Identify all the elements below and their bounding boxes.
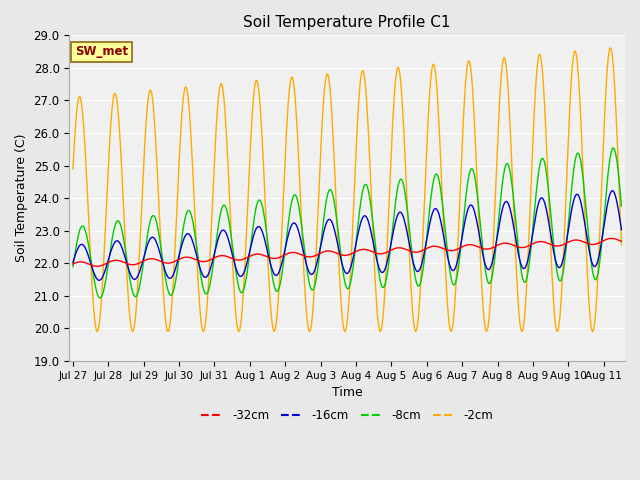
-16cm	[136, 267, 144, 273]
-16cm	[431, 206, 438, 212]
-2cm	[221, 106, 228, 111]
Legend: -32cm, -16cm, -8cm, -2cm: -32cm, -16cm, -8cm, -2cm	[196, 404, 498, 427]
-16cm	[69, 259, 77, 265]
-8cm	[69, 264, 77, 270]
-32cm	[221, 253, 228, 259]
-16cm	[221, 228, 228, 234]
-8cm	[221, 203, 228, 208]
-16cm	[95, 277, 102, 283]
-8cm	[415, 283, 422, 289]
-16cm	[415, 268, 422, 274]
Line: -2cm: -2cm	[73, 48, 621, 332]
-16cm	[618, 227, 625, 233]
-2cm	[191, 216, 199, 222]
-16cm	[192, 250, 200, 255]
-8cm	[79, 223, 86, 229]
-8cm	[192, 237, 200, 243]
-32cm	[608, 236, 616, 241]
-8cm	[431, 174, 438, 180]
-8cm	[136, 281, 144, 287]
X-axis label: Time: Time	[332, 386, 363, 399]
Y-axis label: Soil Temperature (C): Soil Temperature (C)	[15, 134, 28, 262]
Line: -32cm: -32cm	[73, 239, 621, 266]
Title: Soil Temperature Profile C1: Soil Temperature Profile C1	[243, 15, 451, 30]
-2cm	[136, 253, 143, 259]
-32cm	[69, 261, 77, 267]
-8cm	[96, 295, 104, 301]
-2cm	[606, 45, 614, 51]
-32cm	[136, 260, 144, 265]
-32cm	[79, 259, 86, 265]
-2cm	[69, 166, 77, 171]
-2cm	[431, 64, 438, 70]
-2cm	[618, 242, 625, 248]
-8cm	[609, 145, 617, 151]
-32cm	[93, 264, 101, 269]
-2cm	[415, 312, 422, 318]
-16cm	[79, 242, 86, 248]
Line: -16cm: -16cm	[73, 191, 621, 280]
Line: -8cm: -8cm	[73, 148, 621, 298]
-32cm	[415, 249, 422, 255]
-2cm	[200, 329, 207, 335]
-8cm	[618, 203, 625, 209]
-16cm	[609, 188, 616, 193]
-2cm	[79, 113, 86, 119]
-32cm	[618, 239, 625, 244]
-32cm	[192, 257, 200, 263]
Text: SW_met: SW_met	[75, 45, 128, 58]
-32cm	[431, 243, 438, 249]
